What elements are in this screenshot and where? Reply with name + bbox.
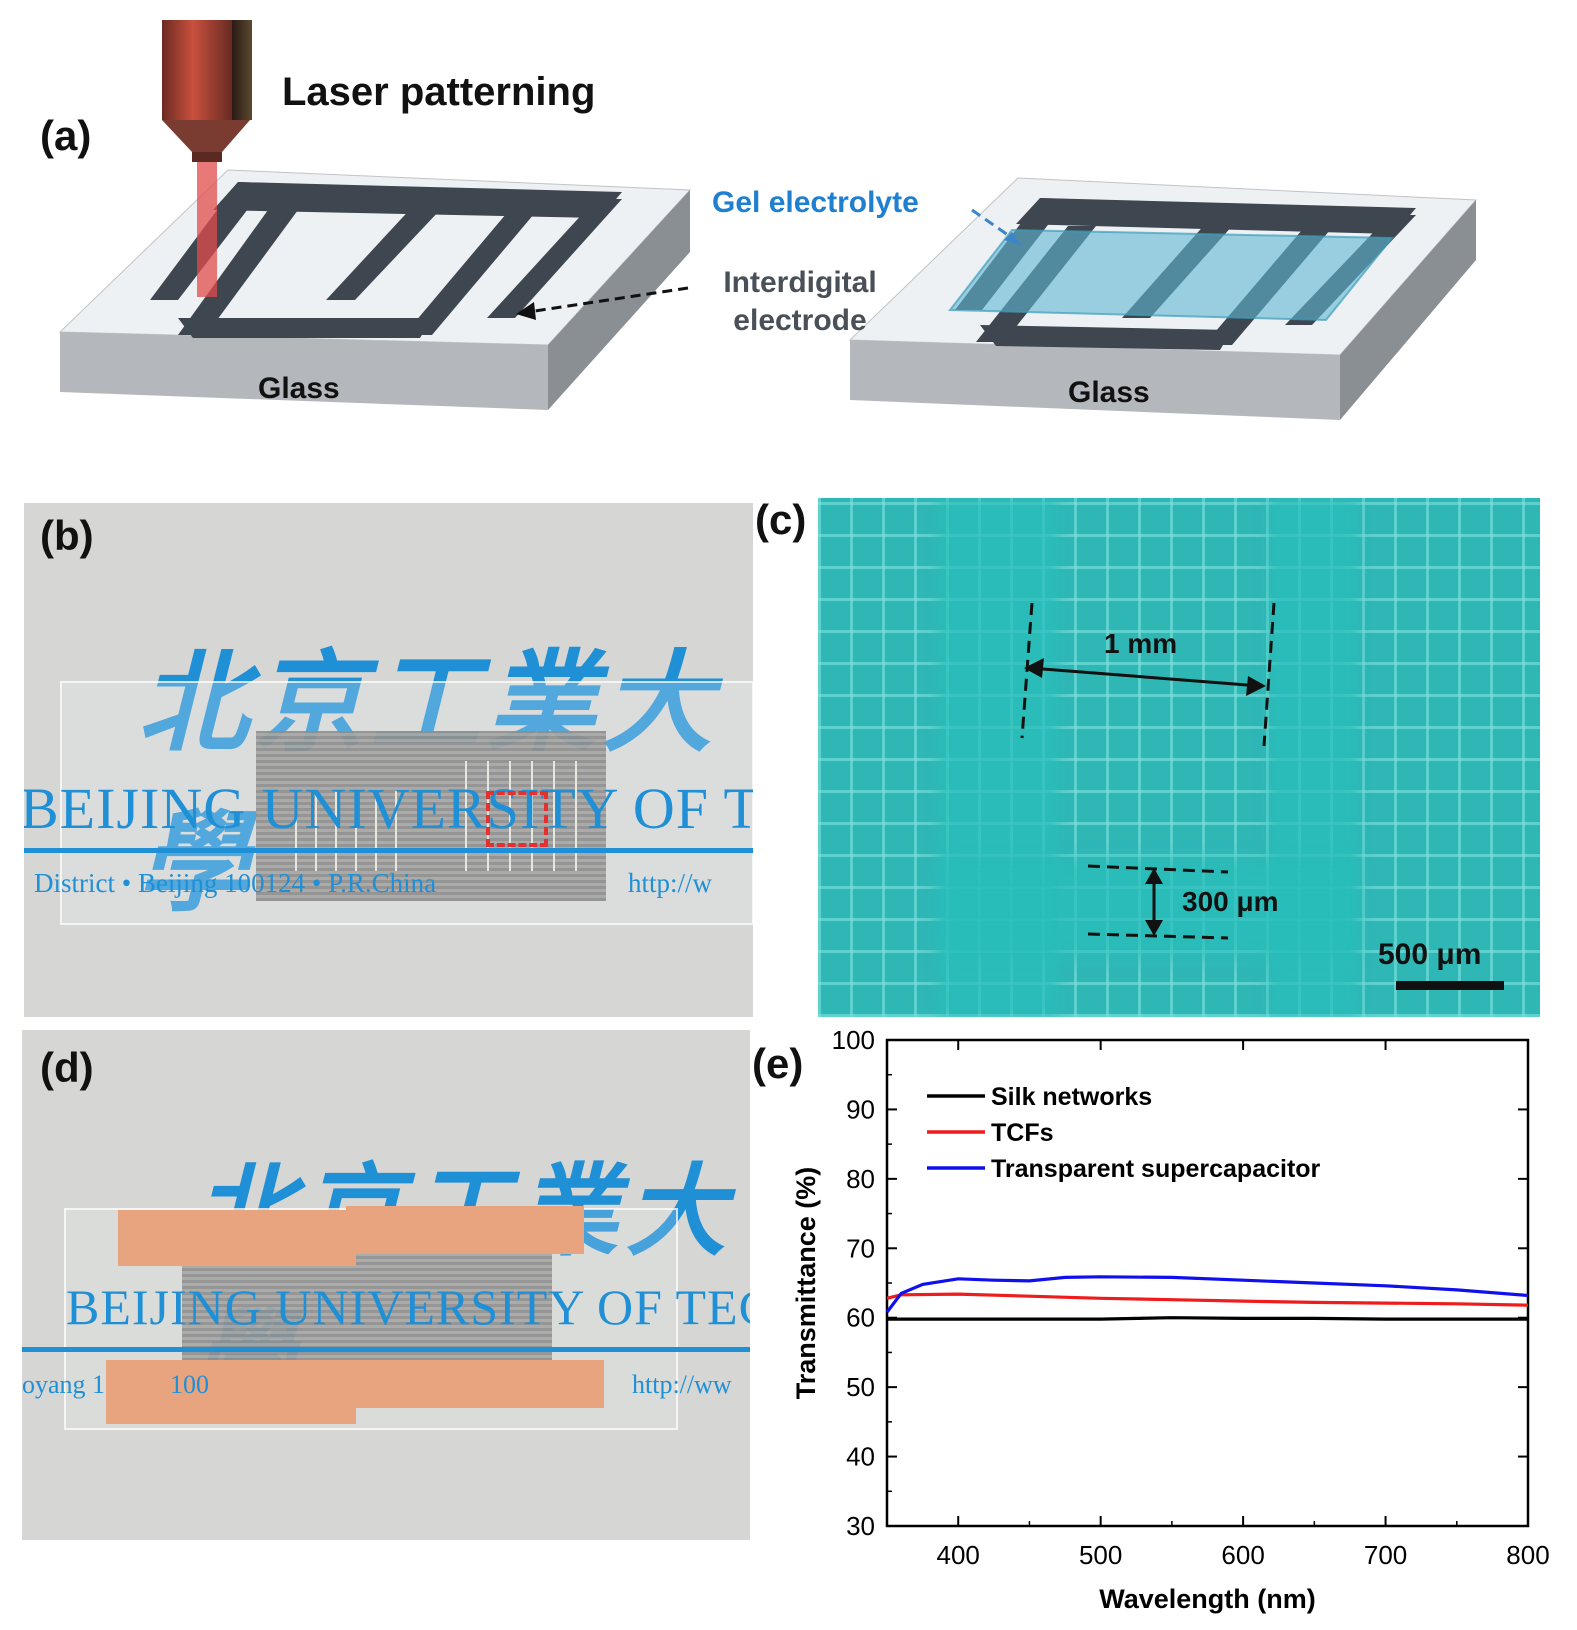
series-line-2 bbox=[885, 1275, 1529, 1314]
y-tick-label: 70 bbox=[846, 1233, 875, 1263]
laser-patterning-title: Laser patterning bbox=[282, 70, 596, 114]
x-tick-label: 600 bbox=[1221, 1540, 1264, 1570]
panel-b-photo: 北京工業大學 BEIJING UNIVERSITY OF TECHNOL Dis… bbox=[24, 503, 753, 1017]
electrode-arrow bbox=[527, 286, 689, 314]
gel-electrolyte-layer bbox=[950, 230, 1392, 320]
laser-ablated-channel-bottom bbox=[938, 858, 1358, 958]
panel-c-micrograph: 1 mm 300 μm 500 μm bbox=[818, 498, 1540, 1017]
series-line-1 bbox=[886, 1292, 1529, 1307]
electrode-label-line1: Interdigital bbox=[723, 266, 877, 299]
y-tick-label: 60 bbox=[846, 1303, 875, 1333]
url-text: http://w bbox=[628, 868, 713, 898]
dimension-1mm: 1 mm bbox=[1104, 628, 1178, 659]
panel-d-photo: 北京工業大學 BEIJING UNIVERSITY OF TECHNOLO oy… bbox=[22, 1030, 750, 1540]
legend-label-0: Silk networks bbox=[991, 1083, 1152, 1111]
y-tick-label: 50 bbox=[846, 1372, 875, 1402]
legend-label-1: TCFs bbox=[991, 1119, 1054, 1147]
dimension-markers bbox=[1020, 602, 1504, 990]
zoom-region-box bbox=[486, 791, 548, 847]
panel-e-label: (e) bbox=[752, 1040, 804, 1087]
gel-arrow bbox=[971, 208, 1019, 244]
url-text: http://ww bbox=[632, 1370, 732, 1399]
panel-a: (a) Laser patterning bbox=[0, 0, 1577, 460]
y-tick-label: 100 bbox=[832, 1025, 875, 1055]
university-name: BEIJING UNIVERSITY OF TECHNOLO bbox=[66, 1279, 750, 1335]
blue-rule bbox=[22, 1347, 750, 1352]
series-line-0 bbox=[887, 1316, 1528, 1321]
y-tick-label: 90 bbox=[846, 1094, 875, 1124]
laser-head bbox=[162, 20, 252, 297]
dimension-300um: 300 μm bbox=[1182, 886, 1279, 917]
x-tick-label: 500 bbox=[1079, 1540, 1122, 1570]
copper-tape-bottom-left bbox=[106, 1360, 356, 1424]
x-axis-label: Wavelength (nm) bbox=[1099, 1584, 1316, 1614]
plot-frame bbox=[885, 1038, 1530, 1528]
address-text: District • Beijing 100124 • P.R.China bbox=[34, 868, 437, 898]
panel-a-label: (a) bbox=[40, 112, 92, 159]
transmittance-chart: 30 40 50 60 70 80 90 100 400 500 600 700 800 Waveleng… bbox=[791, 1025, 1550, 1614]
panel-d-label: (d) bbox=[40, 1044, 94, 1091]
copper-tape-top-left bbox=[118, 1210, 356, 1266]
university-name: BEIJING UNIVERSITY OF TECHNOL bbox=[24, 776, 753, 841]
glass-label-left: Glass bbox=[258, 372, 340, 405]
x-tick-label: 400 bbox=[937, 1540, 980, 1570]
blue-rule bbox=[24, 848, 753, 853]
legend-label-2: Transparent supercapacitor bbox=[991, 1155, 1321, 1183]
address-text: oyang 1 100 bbox=[22, 1370, 210, 1399]
x-tick-label: 700 bbox=[1364, 1540, 1407, 1570]
y-tick-label: 30 bbox=[846, 1511, 875, 1541]
copper-tape-bottom-right bbox=[344, 1360, 604, 1408]
panel-c-label: (c) bbox=[755, 496, 807, 543]
glass-label-right: Glass bbox=[1068, 376, 1150, 409]
gel-electrolyte-label: Gel electrolyte bbox=[712, 186, 919, 219]
y-tick-label: 80 bbox=[846, 1164, 875, 1194]
y-axis-label: Transmittance (%) bbox=[791, 1167, 821, 1400]
electrode-label-line2: electrode bbox=[733, 304, 867, 337]
copper-tape-top-right bbox=[346, 1206, 584, 1254]
schematic-svg bbox=[58, 20, 1478, 420]
y-tick-label: 40 bbox=[846, 1442, 875, 1472]
scale-bar-label: 500 μm bbox=[1378, 938, 1482, 971]
x-tick-label: 800 bbox=[1506, 1540, 1549, 1570]
interdigital-electrode-label: Interdigital electrode bbox=[700, 264, 900, 340]
panel-b-label: (b) bbox=[40, 512, 94, 559]
